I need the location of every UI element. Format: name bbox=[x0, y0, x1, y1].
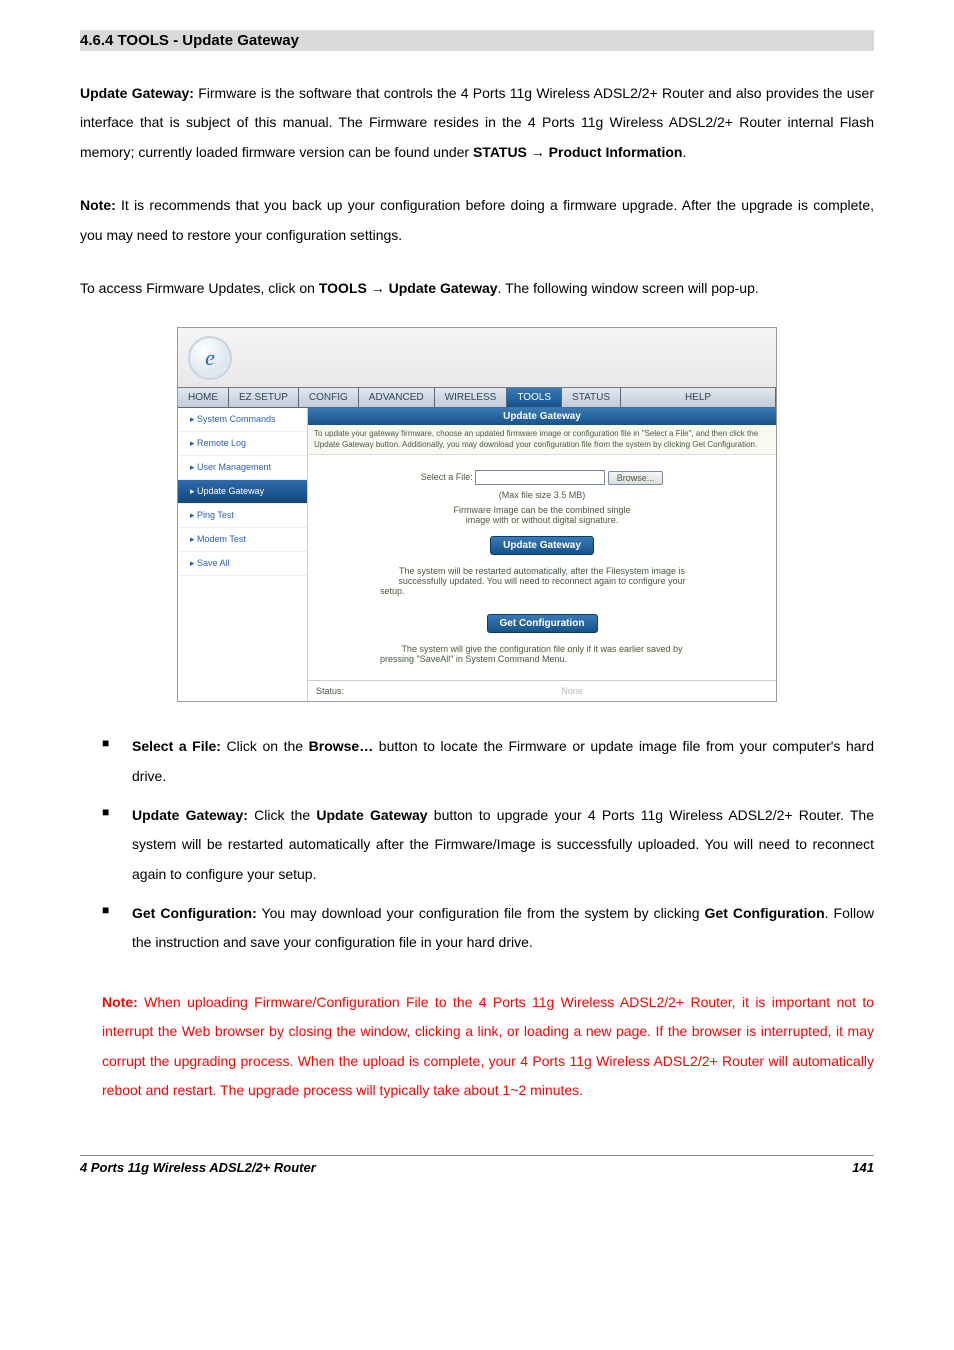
file-input[interactable] bbox=[475, 470, 605, 485]
bullet-text: Select a File: Click on the Browse… butt… bbox=[132, 732, 874, 791]
tab-home[interactable]: HOME bbox=[178, 388, 229, 408]
note1-lead: Note: bbox=[80, 197, 116, 213]
b1-lead: Select a File: bbox=[132, 738, 221, 754]
access-pre: To access Firmware Updates, click on bbox=[80, 280, 319, 296]
sidebar-item-remote-log[interactable]: ▸ Remote Log bbox=[178, 432, 307, 456]
update-gateway-button[interactable]: Update Gateway bbox=[490, 536, 594, 555]
sidebar-label: User Management bbox=[197, 462, 271, 472]
bullet-get-configuration: ■ Get Configuration: You may download yo… bbox=[102, 899, 874, 958]
bullet-text: Get Configuration: You may download your… bbox=[132, 899, 874, 958]
square-bullet-icon: ■ bbox=[102, 732, 132, 791]
bullet-list: ■ Select a File: Click on the Browse… bu… bbox=[102, 732, 874, 958]
intro-period: . bbox=[682, 144, 686, 160]
restart-note-line2: successfully updated. You will need to r… bbox=[320, 576, 764, 586]
section-heading: 4.6.4 TOOLS - Update Gateway bbox=[80, 30, 874, 51]
screenshot-container: e HOME EZ SETUP CONFIG ADVANCED WIRELESS… bbox=[177, 327, 777, 702]
main-panel: Update Gateway To update your gateway fi… bbox=[308, 408, 776, 701]
sidebar-label: Modem Test bbox=[197, 534, 246, 544]
sidebar-item-user-management[interactable]: ▸ User Management bbox=[178, 456, 307, 480]
firmware-note-line2: image with or without digital signature. bbox=[320, 515, 764, 525]
rednote-body: When uploading Firmware/Configuration Fi… bbox=[102, 994, 874, 1098]
bullet-icon: ▸ bbox=[190, 438, 197, 448]
bullet-icon: ▸ bbox=[190, 486, 197, 496]
tab-status[interactable]: STATUS bbox=[562, 388, 621, 408]
b3-btn: Get Configuration bbox=[705, 905, 825, 921]
b2-mid: Click the bbox=[248, 807, 316, 823]
intro-arrow-icon: → bbox=[527, 144, 549, 160]
access-arrow-icon: → bbox=[367, 280, 389, 296]
access-update-gateway: Update Gateway bbox=[389, 280, 498, 296]
restart-note-line1: The system will be restarted automatical… bbox=[320, 566, 764, 576]
bullet-text: Update Gateway: Click the Update Gateway… bbox=[132, 801, 874, 889]
sidebar-item-modem-test[interactable]: ▸ Modem Test bbox=[178, 528, 307, 552]
screenshot-body: ▸ System Commands ▸ Remote Log ▸ User Ma… bbox=[178, 408, 776, 701]
bullet-icon: ▸ bbox=[190, 414, 197, 424]
b1-browse: Browse… bbox=[309, 738, 374, 754]
bullet-icon: ▸ bbox=[190, 510, 197, 520]
browse-button[interactable]: Browse... bbox=[608, 471, 664, 485]
intro-paragraph: Update Gateway: Firmware is the software… bbox=[80, 79, 874, 167]
sidebar-label: Update Gateway bbox=[197, 486, 264, 496]
rednote-lead: Note: bbox=[102, 994, 138, 1010]
intro-product-info: Product Information bbox=[549, 144, 683, 160]
note1-body: It is recommends that you back up your c… bbox=[80, 197, 874, 242]
b3-mid: You may download your configuration file… bbox=[257, 905, 705, 921]
intro-status: STATUS bbox=[473, 144, 527, 160]
bullet-icon: ▸ bbox=[190, 462, 197, 472]
red-note-paragraph: Note: When uploading Firmware/Configurat… bbox=[102, 988, 874, 1106]
note1-paragraph: Note: It is recommends that you back up … bbox=[80, 191, 874, 250]
tab-config[interactable]: CONFIG bbox=[299, 388, 359, 408]
config-note-line2: pressing "SaveAll" in System Command Men… bbox=[320, 654, 764, 664]
intro-lead: Update Gateway: bbox=[80, 85, 194, 101]
footer-page-number: 141 bbox=[852, 1160, 874, 1175]
square-bullet-icon: ■ bbox=[102, 801, 132, 889]
status-bar: Status: None bbox=[308, 680, 776, 701]
file-select-row: Select a File: Browse... bbox=[320, 470, 764, 485]
sidebar-item-save-all[interactable]: ▸ Save All bbox=[178, 552, 307, 576]
sidebar: ▸ System Commands ▸ Remote Log ▸ User Ma… bbox=[178, 408, 308, 701]
status-label: Status: bbox=[316, 686, 376, 696]
access-post: . The following window screen will pop-u… bbox=[498, 280, 759, 296]
bullet-icon: ▸ bbox=[190, 534, 197, 544]
tab-ezsetup[interactable]: EZ SETUP bbox=[229, 388, 299, 408]
tab-help[interactable]: HELP bbox=[621, 388, 776, 408]
sidebar-label: Remote Log bbox=[197, 438, 246, 448]
restart-note-line3: setup. bbox=[320, 586, 764, 596]
tab-tools[interactable]: TOOLS bbox=[507, 388, 562, 408]
sidebar-label: Save All bbox=[197, 558, 230, 568]
bullet-select-file: ■ Select a File: Click on the Browse… bu… bbox=[102, 732, 874, 791]
square-bullet-icon: ■ bbox=[102, 899, 132, 958]
b1-mid: Click on the bbox=[221, 738, 309, 754]
tab-wireless[interactable]: WIRELESS bbox=[435, 388, 508, 408]
tab-advanced[interactable]: ADVANCED bbox=[359, 388, 435, 408]
panel-content: Select a File: Browse... (Max file size … bbox=[308, 455, 776, 680]
bullet-icon: ▸ bbox=[190, 558, 197, 568]
tab-bar: HOME EZ SETUP CONFIG ADVANCED WIRELESS T… bbox=[178, 388, 776, 408]
footer-title: 4 Ports 11g Wireless ADSL2/2+ Router bbox=[80, 1160, 316, 1175]
firmware-note-line1: Firmware Image can be the combined singl… bbox=[320, 505, 764, 515]
sidebar-item-update-gateway[interactable]: ▸ Update Gateway bbox=[178, 480, 307, 504]
status-value: None bbox=[376, 686, 768, 696]
sidebar-label: System Commands bbox=[197, 414, 276, 424]
access-paragraph: To access Firmware Updates, click on TOO… bbox=[80, 274, 874, 303]
panel-description: To update your gateway firmware, choose … bbox=[308, 425, 776, 455]
b2-lead: Update Gateway: bbox=[132, 807, 248, 823]
panel-title: Update Gateway bbox=[308, 408, 776, 425]
access-tools: TOOLS bbox=[319, 280, 367, 296]
page-footer: 4 Ports 11g Wireless ADSL2/2+ Router 141 bbox=[80, 1155, 874, 1175]
logo-icon: e bbox=[188, 336, 232, 380]
select-file-label: Select a File: bbox=[421, 472, 473, 482]
bullet-update-gateway: ■ Update Gateway: Click the Update Gatew… bbox=[102, 801, 874, 889]
screenshot-header: e bbox=[178, 328, 776, 388]
sidebar-label: Ping Test bbox=[197, 510, 234, 520]
sidebar-item-ping-test[interactable]: ▸ Ping Test bbox=[178, 504, 307, 528]
sidebar-item-system-commands[interactable]: ▸ System Commands bbox=[178, 408, 307, 432]
b3-lead: Get Configuration: bbox=[132, 905, 257, 921]
max-size-text: (Max file size 3.5 MB) bbox=[320, 490, 764, 500]
get-configuration-button[interactable]: Get Configuration bbox=[487, 614, 598, 633]
config-note-line1: The system will give the configuration f… bbox=[320, 644, 764, 654]
b2-btn: Update Gateway bbox=[316, 807, 427, 823]
